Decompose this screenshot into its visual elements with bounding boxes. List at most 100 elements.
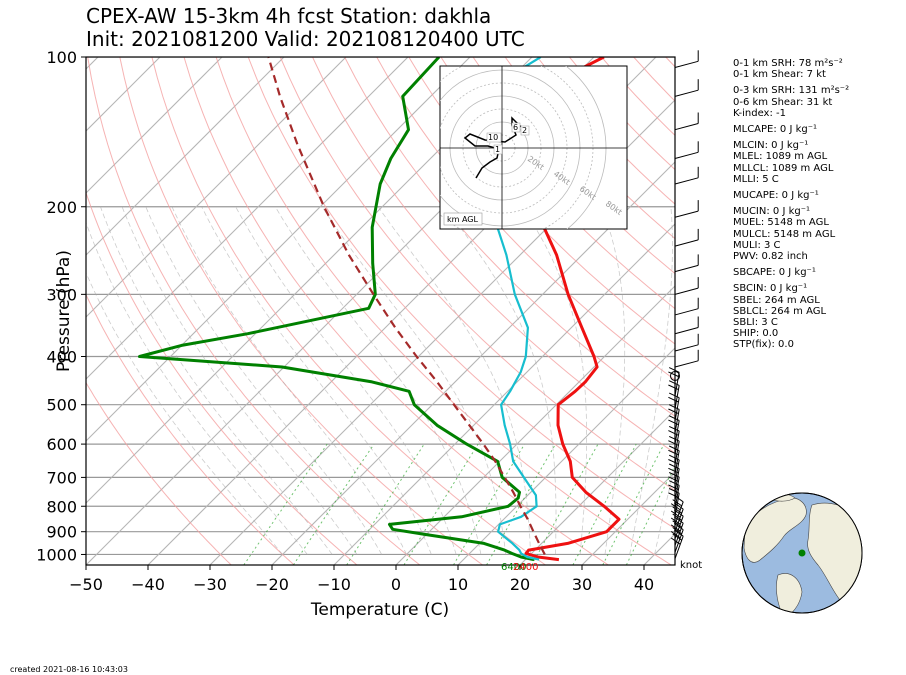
sounding-parameter: 0-1 km SRH: 78 m²s⁻² xyxy=(733,58,843,69)
hodograph-height-box xyxy=(511,122,521,133)
barb-staff xyxy=(674,151,699,160)
sounding-parameter: K-index: -1 xyxy=(733,107,786,119)
globe-land xyxy=(743,493,862,613)
hodograph-height-box xyxy=(486,132,502,143)
series-parcel-line xyxy=(267,57,546,556)
barb-flag xyxy=(668,367,680,373)
barb-staff xyxy=(674,264,699,273)
barb-flag xyxy=(668,380,680,386)
moist-adiabat xyxy=(100,206,333,555)
x-tick-label: −40 xyxy=(131,575,165,594)
isotherm xyxy=(0,57,36,565)
moist-adiabat xyxy=(86,221,308,555)
isotherm xyxy=(86,57,471,442)
sounding-parameter: SBLCL: 264 m AGL xyxy=(733,305,827,317)
sounding-parameter: SHIP: 0.0 xyxy=(733,328,779,340)
x-tick-label: 40 xyxy=(634,575,654,594)
mixing-ratio-line xyxy=(346,443,425,565)
dry-adiabat xyxy=(408,57,675,345)
barb-flag xyxy=(668,371,679,377)
moist-adiabat xyxy=(201,206,432,555)
moist-adiabat xyxy=(444,206,557,555)
barb-staff xyxy=(674,287,699,295)
dry-adiabat xyxy=(87,57,421,565)
hodograph-height-label: 6 xyxy=(513,123,518,132)
wind-barb xyxy=(670,370,680,381)
y-tick-label: 500 xyxy=(46,396,77,415)
sounding-parameter: MULCL: 5148 m AGL xyxy=(733,228,836,240)
dry-adiabat xyxy=(472,57,675,275)
wind-barb xyxy=(674,349,699,368)
mixing-ratio-line xyxy=(602,443,665,565)
globe-outline xyxy=(741,492,863,614)
isotherm xyxy=(86,57,409,380)
created-timestamp: created 2021-08-16 10:43:03 xyxy=(10,665,128,674)
sounding-parameter: SBEL: 264 m AGL xyxy=(733,294,820,306)
x-tick-label: −50 xyxy=(69,575,103,594)
barb-staff xyxy=(674,210,699,218)
moist-adiabat xyxy=(121,206,358,555)
isotherm xyxy=(271,161,675,565)
sounding-parameter: MLLI: 5 C xyxy=(733,173,779,185)
y-axis-title: Pressure (hPa) xyxy=(53,250,74,372)
sounding-parameter: MLEL: 1089 m AGL xyxy=(733,151,828,163)
wind-barb xyxy=(674,316,699,335)
barb-flag xyxy=(672,506,682,514)
wind-barb xyxy=(674,79,699,97)
sounding-parameter: MUEL: 5148 m AGL xyxy=(733,217,829,229)
y-tick-label: 300 xyxy=(46,285,77,304)
moist-adiabat xyxy=(629,206,673,555)
hodograph-frame xyxy=(439,65,628,230)
wind-barb xyxy=(674,141,699,160)
moist-adiabat xyxy=(321,206,507,555)
wind-barb xyxy=(674,277,699,295)
chart-subtitle: Init: 2021081200 Valid: 202108120400 UTC xyxy=(86,27,525,51)
moist-adiabat xyxy=(377,206,531,555)
dry-adiabat xyxy=(151,57,546,565)
wind-barb xyxy=(668,367,680,396)
dry-adiabat xyxy=(344,57,675,417)
hodograph-height-label: 1 xyxy=(495,145,500,154)
barb-staff xyxy=(674,308,699,316)
barb-staff xyxy=(674,360,699,368)
sounding-parameter: MLCIN: 0 J kg⁻¹ xyxy=(733,140,809,152)
calm-wind-circle xyxy=(670,370,680,381)
sounding-parameter: MUCIN: 0 J kg⁻¹ xyxy=(733,206,811,218)
location-globe xyxy=(741,492,863,614)
hodograph-height-box xyxy=(493,144,503,155)
dry-adiabat xyxy=(86,381,232,565)
dry-adiabat xyxy=(376,57,675,381)
isotherm xyxy=(457,347,675,565)
dry-adiabat xyxy=(119,57,483,565)
barb-staff xyxy=(674,177,699,185)
x-tick-label: −10 xyxy=(317,575,351,594)
sounding-parameter: 0-6 km Shear: 31 kt xyxy=(733,96,833,108)
barb-staff xyxy=(674,89,699,97)
moist-adiabat xyxy=(145,206,383,555)
barb-staff xyxy=(674,123,699,131)
dry-adiabat xyxy=(86,191,358,565)
sounding-parameter: MLLCL: 1089 m AGL xyxy=(733,162,834,174)
sounding-parameter: SBLI: 3 C xyxy=(733,317,778,329)
isotherm xyxy=(86,57,347,318)
sounding-parameter: STP(fix): 0.0 xyxy=(733,339,794,351)
x-tick-label: −30 xyxy=(193,575,227,594)
mixing-ratio-line xyxy=(572,443,637,565)
y-tick-label: 100 xyxy=(46,48,77,67)
wind-barb xyxy=(674,200,699,218)
wind-barb xyxy=(674,297,699,316)
hodograph-box-label: km AGL xyxy=(447,215,479,224)
dry-adiabat xyxy=(86,293,295,565)
y-tick-label: 800 xyxy=(46,497,77,516)
wind-barb xyxy=(674,112,699,131)
dry-adiabat xyxy=(215,57,672,565)
mixing-ratio-line xyxy=(403,443,479,565)
isotherm xyxy=(519,409,675,565)
barb-flag xyxy=(670,524,681,532)
dry-adiabat xyxy=(440,57,675,310)
sounding-parameter: 0-1 km Shear: 7 kt xyxy=(733,69,826,81)
barb-staff xyxy=(674,327,699,335)
wind-barb xyxy=(674,228,699,247)
